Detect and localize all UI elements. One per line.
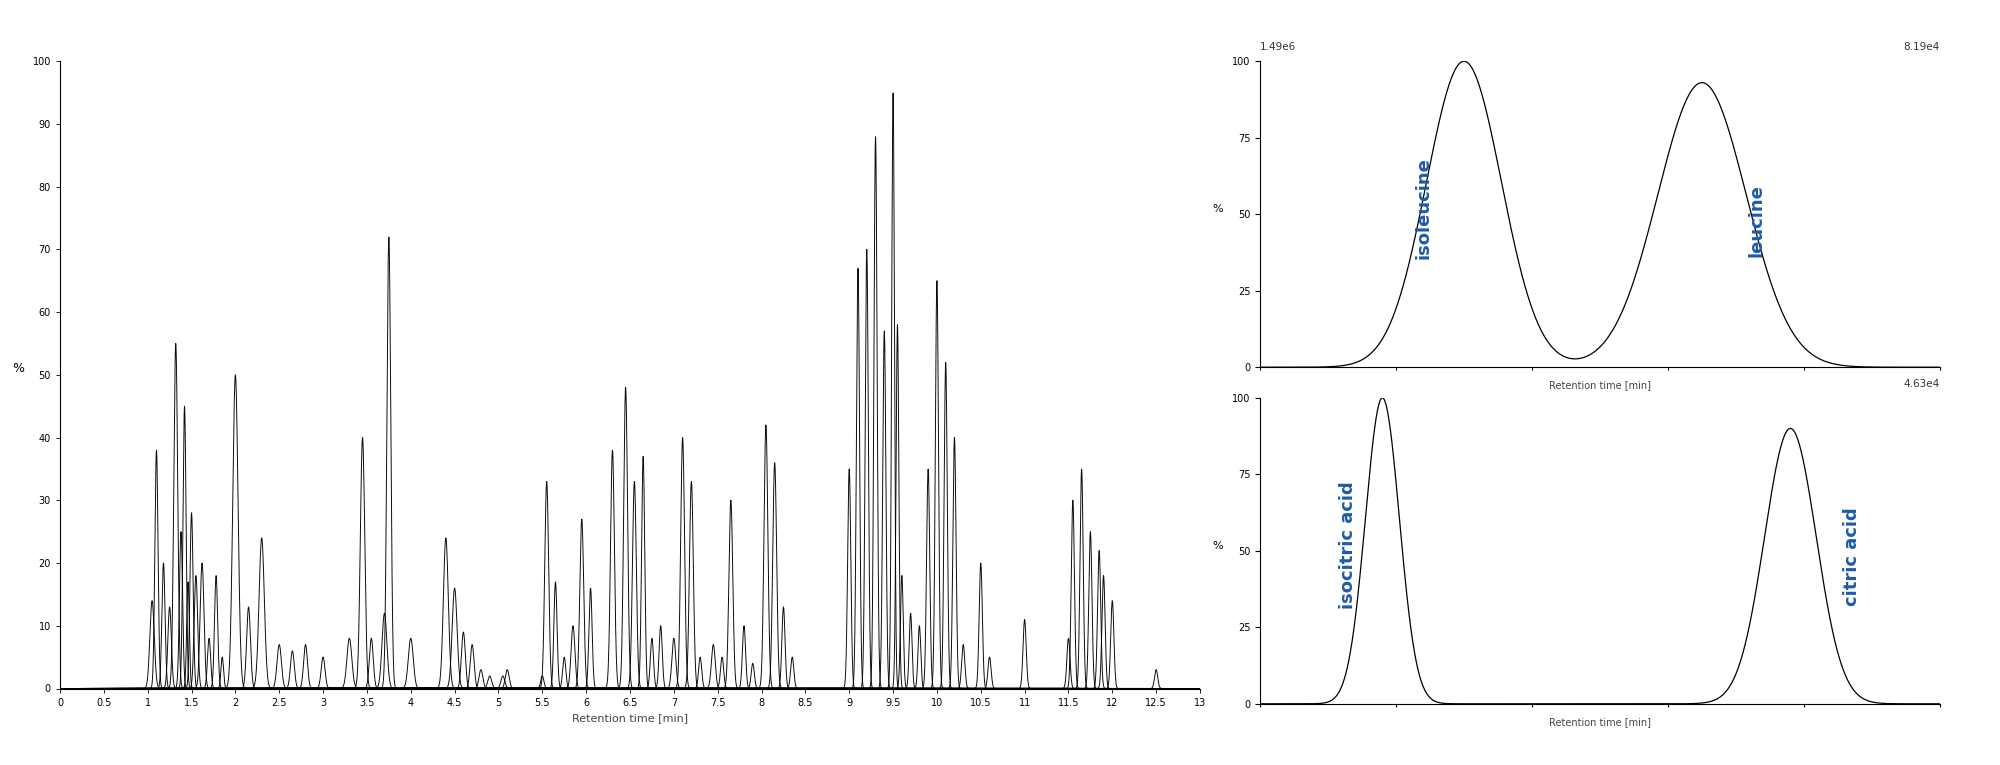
Y-axis label: %: % — [12, 362, 24, 375]
Text: isocitric acid: isocitric acid — [1340, 481, 1358, 608]
Y-axis label: %: % — [1212, 541, 1224, 551]
X-axis label: Retention time [min]: Retention time [min] — [572, 713, 688, 723]
Text: isoleucine: isoleucine — [1414, 157, 1432, 259]
Text: 4.63e4: 4.63e4 — [1904, 379, 1940, 389]
Text: citric acid: citric acid — [1842, 507, 1860, 607]
Text: leucine: leucine — [1748, 184, 1766, 257]
Text: 1.49e6: 1.49e6 — [1260, 42, 1296, 52]
X-axis label: Retention time [min]: Retention time [min] — [1548, 717, 1652, 727]
Y-axis label: %: % — [1212, 204, 1224, 214]
X-axis label: Retention time [min]: Retention time [min] — [1548, 380, 1652, 390]
Text: 8.19e4: 8.19e4 — [1904, 42, 1940, 52]
